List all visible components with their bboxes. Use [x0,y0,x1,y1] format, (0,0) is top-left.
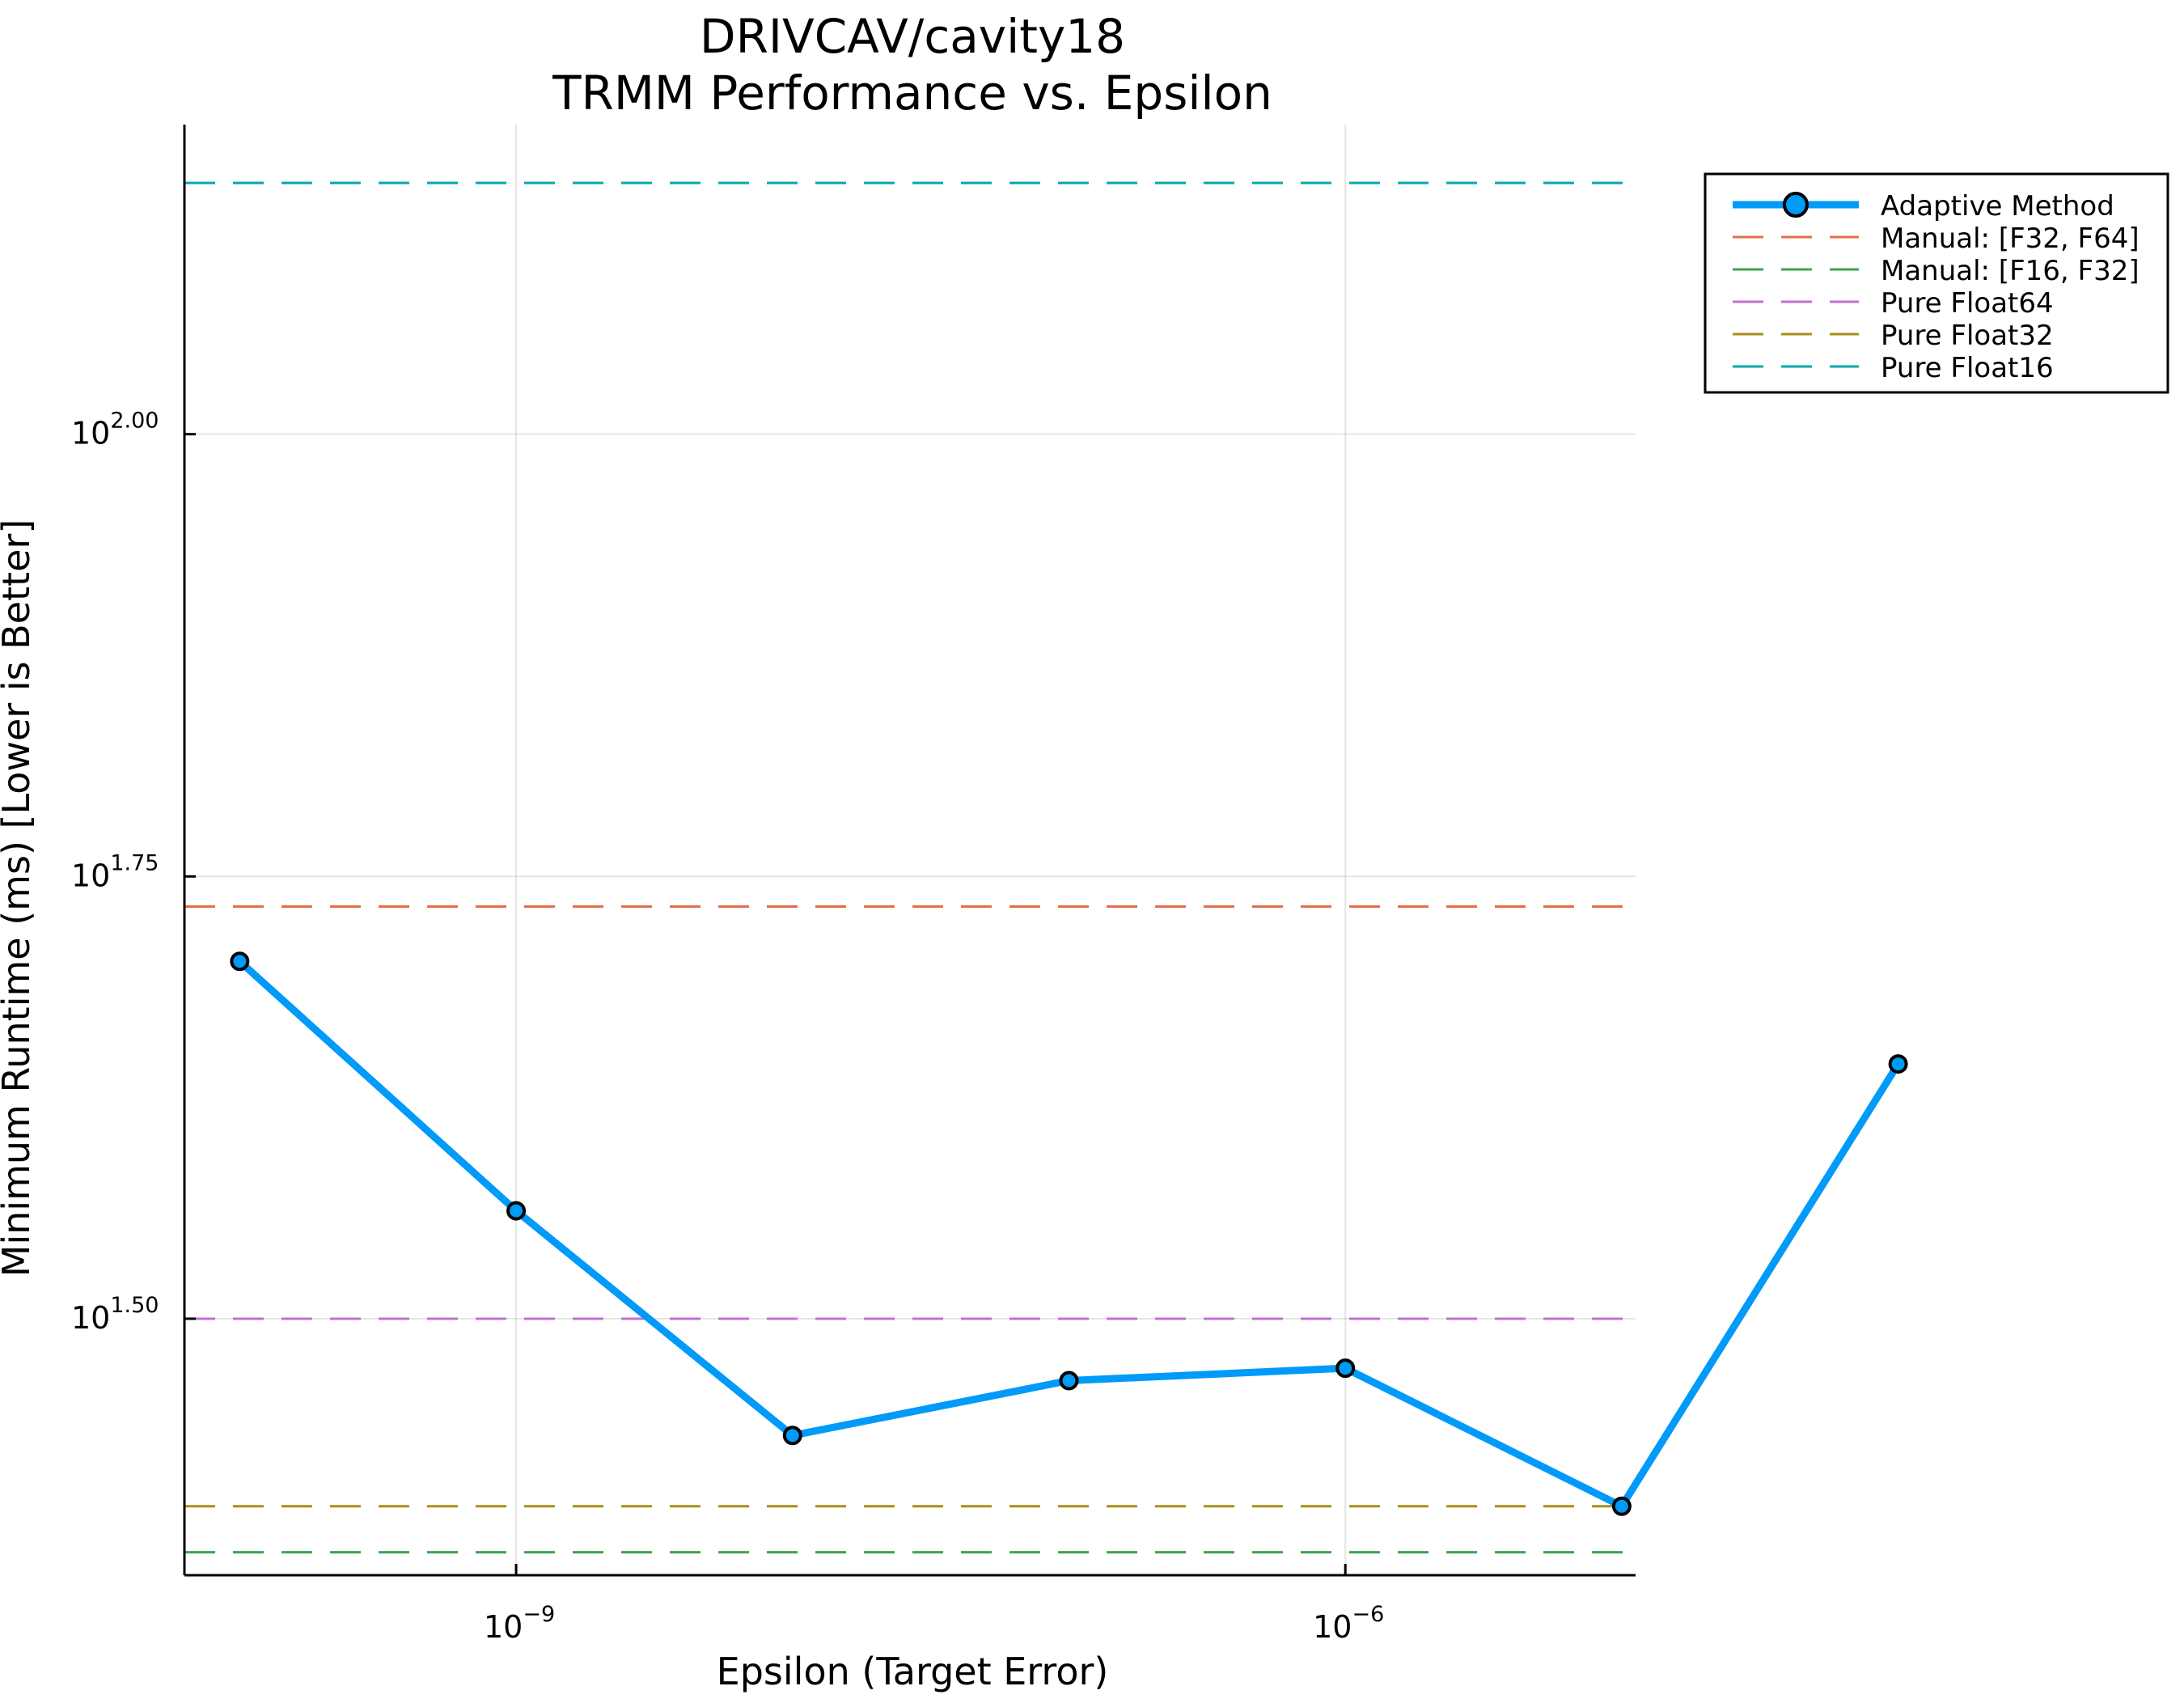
legend-label-1: Manual: [F32, F64] [1881,222,2140,255]
y-tick-label-2: 102.00 [71,409,159,451]
axes [183,125,1636,1577]
legend-label-5: Pure Float16 [1881,352,2054,384]
legend-label-0: Adaptive Method [1881,190,2114,222]
legend-box [1704,172,2169,394]
legend-marker-0 [1783,192,1809,218]
data-point-0-2 [782,1426,802,1446]
tick-labels: 10−9 10−6 101.50 101.75 102.00 [71,409,1384,1645]
data-point-0-1 [506,1201,527,1221]
data-point-0-6 [1888,1054,1908,1074]
x-axis-label: Epsilon (Target Error) [717,1650,1109,1693]
y-axis-label: Minimum Runtime (ms) [Lower is Better] [0,519,38,1277]
legend-label-3: Pure Float64 [1881,287,2054,320]
series-layer [230,951,1908,1516]
x-tick-label-0: 10−9 [484,1602,555,1645]
grid [184,125,1636,1575]
data-point-0-5 [1611,1496,1632,1516]
chart-title-line2: TRMM Performance vs. Epsilon [552,66,1272,121]
y-tick-label-1: 101.75 [71,850,159,893]
data-point-0-0 [230,951,250,972]
legend-label-4: Pure Float32 [1881,320,2054,352]
data-point-0-3 [1059,1371,1079,1391]
x-tick-label-1: 10−6 [1313,1602,1384,1645]
legend-label-2: Manual: [F16, F32] [1881,255,2140,287]
data-point-0-4 [1335,1358,1356,1379]
chart-title-line1: DRIVCAV/cavity18 [700,9,1125,64]
y-tick-label-0: 101.50 [71,1293,159,1336]
